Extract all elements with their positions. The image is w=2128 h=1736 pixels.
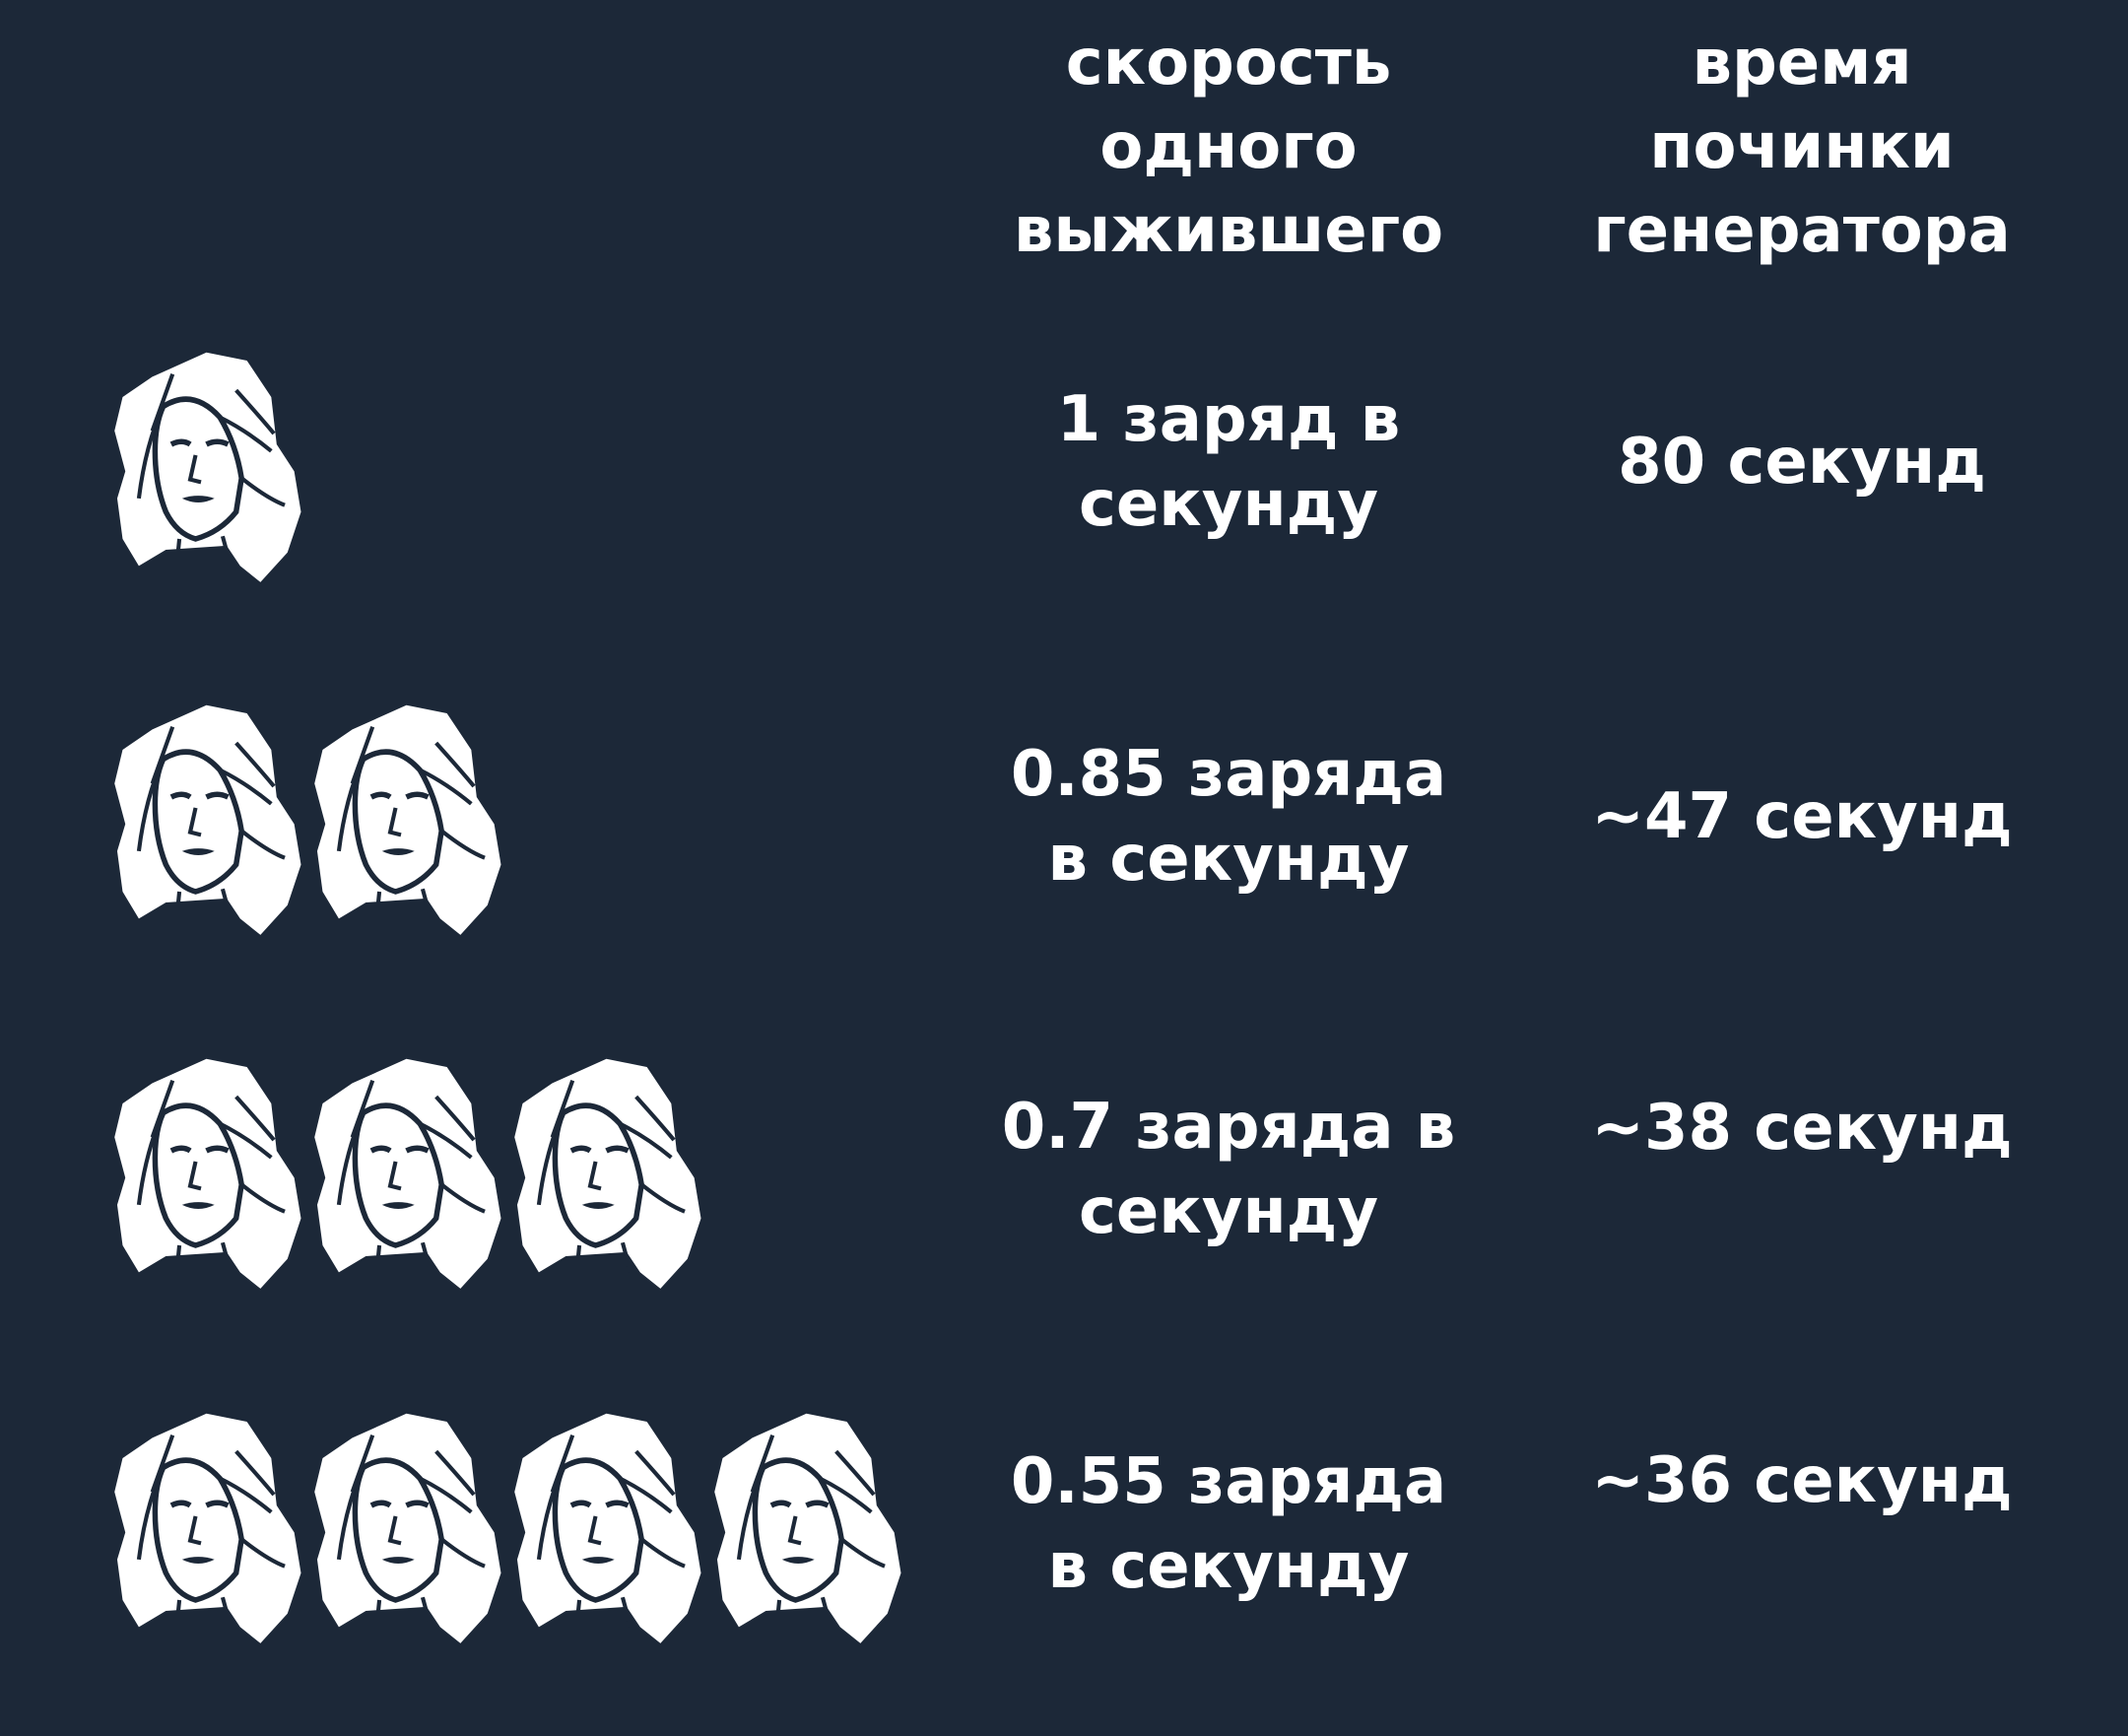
header-speed: скорость одного выжившего [1013,27,1444,267]
row-2-time: ~47 секунд [1591,780,2013,853]
row-2-survivors [111,702,501,939]
row-4-survivors [111,1411,901,1647]
row-4-speed: 0.55 заряда в секунду [1010,1445,1447,1603]
row-1-survivors [111,350,301,586]
survivor-face-icon [511,1411,701,1647]
row-4-time: ~36 секунд [1591,1444,2013,1517]
row-3-survivors [111,1056,701,1293]
survivor-face-icon [311,702,501,939]
row-1-speed: 1 заряд в секунду [1056,383,1401,541]
survivor-face-icon [111,1056,301,1293]
survivor-face-icon [311,1411,501,1647]
survivor-face-icon [111,1411,301,1647]
row-3-speed: 0.7 заряда в секунду [1001,1091,1456,1248]
survivor-face-icon [511,1056,701,1293]
survivor-face-icon [711,1411,901,1647]
header-time: время починки генератора [1593,27,2011,267]
row-1-time: 80 секунд [1618,426,1986,499]
row-3-time: ~38 секунд [1591,1092,2013,1165]
row-2-speed: 0.85 заряда в секунду [1010,738,1447,896]
survivor-face-icon [311,1056,501,1293]
survivor-face-icon [111,702,301,939]
survivor-face-icon [111,350,301,586]
